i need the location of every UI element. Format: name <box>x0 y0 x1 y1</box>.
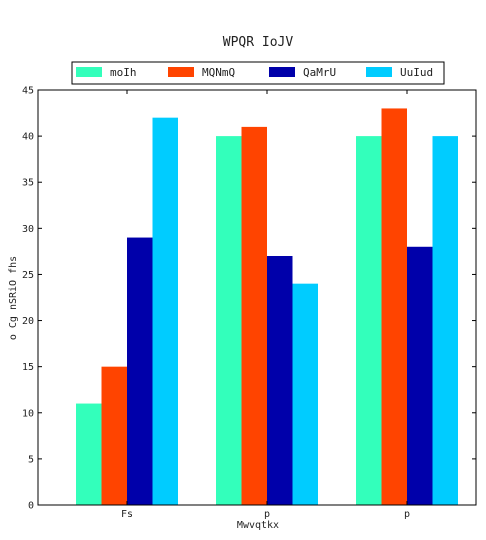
y-axis: 0 5 10 15 20 25 30 35 40 45 <box>22 86 476 512</box>
y-tick-label-35: 35 <box>22 178 34 189</box>
legend-box <box>71 61 445 85</box>
legend-swatch-UuIud <box>366 67 392 77</box>
bar-UuIud-2 <box>432 136 458 505</box>
bar-UuIud-1 <box>292 283 318 505</box>
bar-MQNmQ-0 <box>101 366 127 505</box>
bar-moIh-0 <box>76 403 102 505</box>
legend: moIh MQNmQ QaMrU UuIud <box>71 61 445 85</box>
legend-swatch-QaMrU <box>269 67 295 77</box>
y-tick-label-5: 5 <box>28 454 34 465</box>
bars-group <box>76 108 458 506</box>
bar-MQNmQ-2 <box>381 108 407 505</box>
x-axis-title: Mwvqtkx <box>237 520 279 531</box>
y-axis-title: o Cg nSRiO fhs <box>8 256 19 340</box>
y-tick-label-30: 30 <box>22 224 34 235</box>
bar-UuIud-0 <box>152 117 178 506</box>
y-tick-label-15: 15 <box>22 362 34 373</box>
y-tick-label-25: 25 <box>22 270 34 281</box>
bar-QaMrU-0 <box>127 237 153 506</box>
bar-QaMrU-2 <box>407 246 433 505</box>
chart-title: WPQR IoJV <box>223 35 294 50</box>
y-tick-label-45: 45 <box>22 86 34 97</box>
bar-MQNmQ-1 <box>241 126 267 505</box>
y-tick-label-20: 20 <box>22 316 34 327</box>
legend-label-UuIud: UuIud <box>400 66 433 79</box>
y-tick-label-40: 40 <box>22 132 34 143</box>
legend-label-QaMrU: QaMrU <box>303 66 336 79</box>
x-tick-label-1: p <box>264 509 270 520</box>
y-tick-label-0: 0 <box>28 501 34 512</box>
bar-QaMrU-1 <box>267 256 293 505</box>
legend-swatch-moIh <box>76 67 102 77</box>
legend-label-MQNmQ: MQNmQ <box>202 66 235 79</box>
y-tick-label-10: 10 <box>22 408 34 419</box>
plot-frame <box>37 89 477 506</box>
x-tick-label-0: Fs <box>121 509 133 520</box>
x-axis: Fs p p <box>121 90 410 520</box>
bar-moIh-2 <box>356 136 382 505</box>
legend-swatch-MQNmQ <box>168 67 194 77</box>
bar-moIh-1 <box>216 136 242 505</box>
legend-label-moIh: moIh <box>110 66 137 79</box>
x-tick-label-2: p <box>404 509 410 520</box>
